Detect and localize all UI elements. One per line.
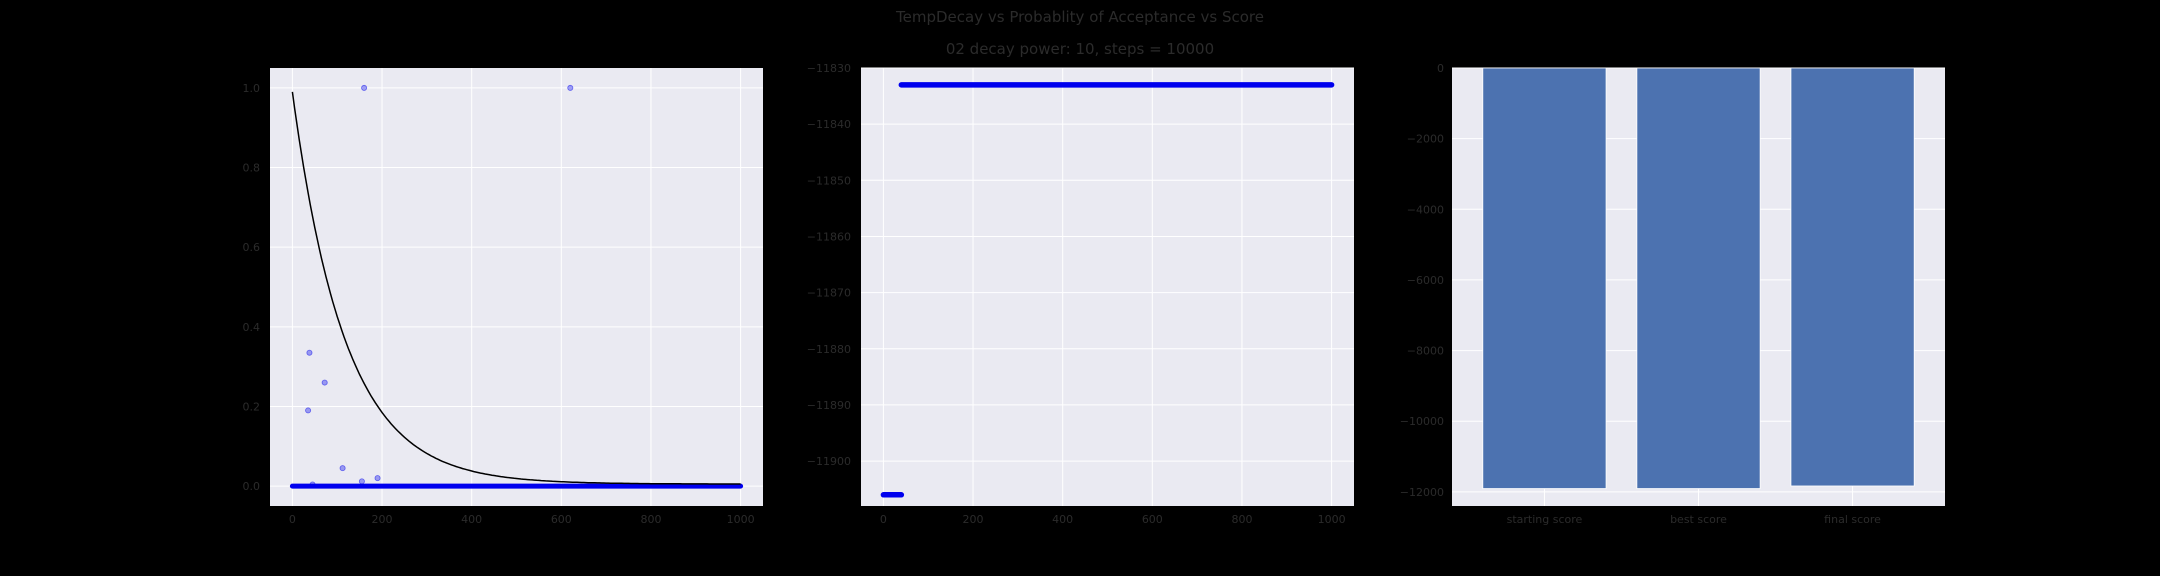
y-tick-label: −6000 [1407, 274, 1444, 287]
x-tick-label: 400 [1052, 513, 1073, 526]
x-tick-label: 200 [372, 513, 393, 526]
y-tick-label: −11840 [807, 118, 851, 131]
y-tick-label: −11850 [807, 174, 851, 187]
y-tick-label: −11860 [807, 230, 851, 243]
y-tick-label: 0.2 [243, 400, 261, 413]
y-tick-label: −8000 [1407, 345, 1444, 358]
score-summary-bar-axes: 0 −2000 −4000 −6000 −8000 −10000 −12000 startin… [1400, 62, 1945, 526]
acceptance-probability-axes: 0 200 400 600 800 1000 0.0 0.2 0.4 0.6 0.8 1.0 [243, 68, 763, 526]
bar-final-score [1790, 67, 1915, 487]
scatter-point [305, 407, 312, 414]
x-tick-label: final score [1824, 513, 1881, 526]
x-tick-label: 600 [551, 513, 572, 526]
scatter-point [339, 465, 346, 472]
figure-title: TempDecay vs Probablity of Acceptance vs… [896, 8, 1264, 26]
x-tick-label: 200 [963, 513, 984, 526]
bar-starting-score [1482, 67, 1607, 489]
y-tick-label: −11890 [807, 399, 851, 412]
scatter-point [358, 478, 365, 485]
x-tick-label: starting score [1507, 513, 1583, 526]
y-tick-label: −11900 [807, 455, 851, 468]
y-tick-label: −2000 [1407, 133, 1444, 146]
x-tick-label: 0 [289, 513, 296, 526]
y-tick-label: −11830 [807, 62, 851, 75]
plot-area [270, 68, 763, 506]
y-tick-label: −12000 [1400, 486, 1444, 499]
scatter-point [361, 84, 368, 91]
y-tick-label: 0.4 [243, 321, 261, 334]
x-tick-label: 600 [1142, 513, 1163, 526]
y-tick-label: 1.0 [243, 82, 261, 95]
bar-best-score [1636, 67, 1761, 489]
figure-subtitle: 02 decay power: 10, steps = 10000 [945, 40, 1215, 58]
x-tick-label: 800 [640, 513, 661, 526]
score-over-steps-axes: 0 200 400 600 800 1000 −11830 −11840 −11850 −1186… [807, 62, 1354, 526]
y-tick-label: −4000 [1407, 203, 1444, 216]
plot-area [861, 68, 1354, 506]
scatter-point [374, 475, 381, 482]
y-tick-label: −10000 [1400, 415, 1444, 428]
x-tick-label: 400 [461, 513, 482, 526]
y-tick-label: −11880 [807, 343, 851, 356]
y-tick-label: 0 [1437, 62, 1444, 75]
scatter-point [321, 379, 328, 386]
y-tick-label: 0.8 [243, 162, 261, 175]
scatter-point [567, 84, 574, 91]
y-tick-label: 0.6 [243, 241, 261, 254]
x-tick-label: 1000 [1318, 513, 1346, 526]
scatter-point [309, 481, 316, 488]
y-tick-label: −11870 [807, 287, 851, 300]
x-tick-label: best score [1670, 513, 1727, 526]
temperature-decay-line [291, 91, 741, 485]
x-tick-label: 1000 [727, 513, 755, 526]
x-tick-label: 0 [880, 513, 887, 526]
scatter-point [306, 349, 313, 356]
x-tick-label: 800 [1231, 513, 1252, 526]
y-tick-label: 0.0 [243, 480, 261, 493]
